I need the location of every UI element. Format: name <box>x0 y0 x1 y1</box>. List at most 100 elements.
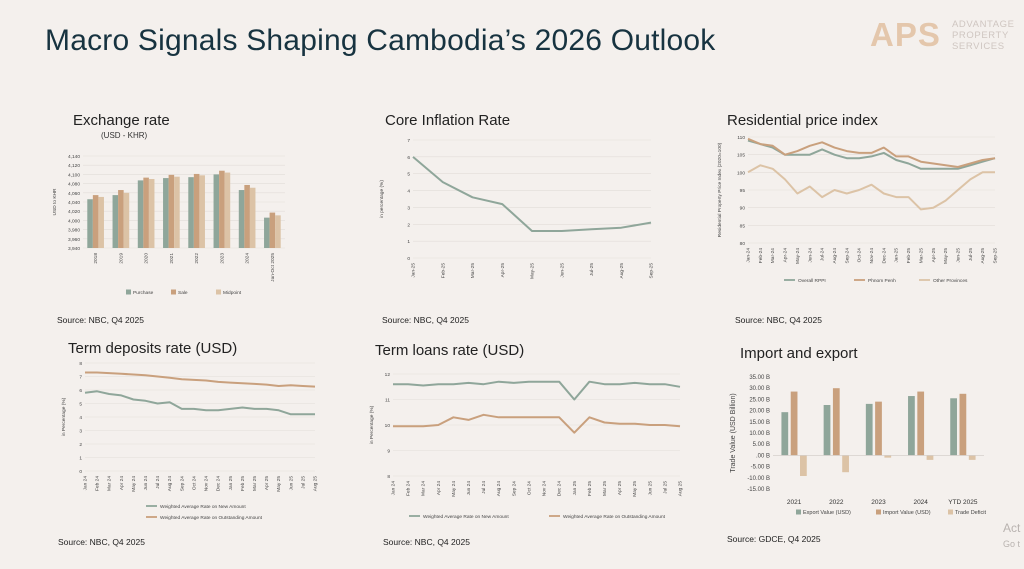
x-tick-label: Oct 24 <box>526 481 532 495</box>
y-tick-label: 25.00 B <box>749 397 770 403</box>
legend-swatch <box>948 509 953 515</box>
rppi-chart: 80 85 90 95 100 105 110 Residential Property Pr… <box>717 135 999 284</box>
x-tick-label: Nov 24 <box>204 476 210 492</box>
y-tick-label: 7 <box>407 138 410 144</box>
x-tick-label: Jan-Oct 2025 <box>270 253 276 282</box>
y-axis-label: USD to KHR <box>52 188 58 215</box>
y-tick-label: 80 <box>740 241 746 247</box>
bar <box>219 170 225 248</box>
legend-label: Weighted Average Rate on Outstanding Amo… <box>563 514 666 520</box>
y-tick-label: 4,020 <box>68 209 80 215</box>
y-tick-label: 110 <box>737 135 745 141</box>
x-tick-label: Jan 24 <box>391 481 397 496</box>
bar <box>199 175 205 248</box>
y-tick-label: 12 <box>385 372 391 378</box>
logo-line-3: SERVICES <box>952 41 1005 52</box>
x-tick-label: Aug-24 <box>832 248 838 264</box>
legend-label: Purchase <box>133 290 154 296</box>
bar <box>832 388 840 456</box>
bar <box>968 455 976 460</box>
x-tick-label: Jan 25 <box>572 481 578 496</box>
y-tick-label: -15.00 B <box>747 487 770 493</box>
y-tick-label: 4,000 <box>68 218 80 224</box>
legend-label: Weighted Average Rate on New Amount <box>423 514 509 520</box>
x-tick-label: 2024 <box>245 253 251 264</box>
bar <box>842 455 849 473</box>
x-tick-label: Feb 25 <box>240 476 246 491</box>
x-tick-label: Nov-24 <box>869 248 875 264</box>
y-tick-label: 4 <box>407 189 410 195</box>
logo-mark: APS <box>870 16 941 53</box>
x-tick-label: Aug 24 <box>167 476 173 492</box>
x-tick-label: Mar 25 <box>602 481 608 496</box>
x-tick-label: Mar 24 <box>107 476 113 491</box>
x-tick-label: 2022 <box>194 253 200 264</box>
x-tick-label: 2023 <box>871 499 886 506</box>
x-tick-label: 2021 <box>787 499 802 506</box>
x-tick-label: Sep 24 <box>179 476 185 492</box>
y-tick-label: 4,060 <box>68 191 80 197</box>
x-tick-label: Jul 24 <box>155 476 161 489</box>
y-tick-label: 1 <box>79 456 82 462</box>
x-tick-label: May 25 <box>276 476 282 492</box>
y-tick-label: .00 B <box>756 453 770 459</box>
y-tick-label: 30.00 B <box>749 386 770 392</box>
bar <box>118 190 124 248</box>
x-tick-label: Aug-25 <box>619 263 625 279</box>
bar <box>249 187 256 248</box>
series-line <box>747 139 996 170</box>
x-tick-label: Mar-24 <box>770 248 776 264</box>
y-tick-label: 10 <box>385 423 391 429</box>
bar <box>112 195 119 248</box>
x-tick-label: Oct 24 <box>191 476 197 490</box>
y-tick-label: 10.00 B <box>749 431 770 437</box>
y-tick-label: 8 <box>79 361 82 367</box>
legend-swatch <box>796 509 801 515</box>
bar <box>926 455 934 460</box>
legend-label: Export Value (USD) <box>803 510 851 516</box>
bar <box>908 396 915 456</box>
x-tick-label: Jun-25 <box>559 263 565 278</box>
bar <box>781 412 789 456</box>
loans-chart: 8 9 10 11 12 in Percentage (%) Jan 24 Feb 24 Mar… <box>369 372 684 520</box>
y-tick-label: -10.00 B <box>747 476 770 482</box>
y-tick-label: 85 <box>740 223 746 229</box>
y-tick-label: 4,100 <box>68 172 80 178</box>
legend-label: Import Value (USD) <box>883 510 931 516</box>
legend-label: Midpoint <box>223 290 242 296</box>
y-tick-label: 4,040 <box>68 200 80 206</box>
x-tick-label: Dec 24 <box>216 476 222 492</box>
y-tick-label: 0 <box>407 256 410 262</box>
x-tick-label: YTD 2025 <box>948 499 978 506</box>
x-tick-label: Aug 25 <box>313 476 319 492</box>
bar <box>238 190 245 248</box>
x-tick-label: Jun-24 <box>807 248 813 263</box>
x-tick-label: 2024 <box>913 499 928 506</box>
x-tick-label: Sep-24 <box>844 248 850 264</box>
x-tick-label: Mar-25 <box>918 248 924 264</box>
bar <box>264 217 270 248</box>
x-tick-label: May 24 <box>451 481 457 497</box>
x-tick-label: 2023 <box>219 253 225 264</box>
legend-label: Overall RPPI <box>798 278 826 284</box>
y-tick-label: -5.00 B <box>751 465 770 471</box>
bar <box>143 177 149 248</box>
x-tick-label: Aug-25 <box>980 248 986 264</box>
legend-label: Weighted Average Rate on New Amount <box>160 504 246 510</box>
series-line <box>85 371 316 388</box>
bar <box>950 398 957 456</box>
bar <box>244 184 250 248</box>
x-tick-label: Jul 25 <box>300 476 306 489</box>
x-tick-label: Mar 25 <box>252 476 258 491</box>
bar <box>92 195 99 248</box>
y-tick-label: 3 <box>407 205 410 211</box>
bar <box>884 455 892 458</box>
x-tick-label: Mar 24 <box>421 481 427 496</box>
deposits-source: Source: NBC, Q4 2025 <box>58 537 145 547</box>
y-tick-label: 3,940 <box>68 246 80 252</box>
logo-text: ADVANTAGE PROPERTY SERVICES <box>952 19 1015 52</box>
y-tick-label: 105 <box>737 153 745 159</box>
x-tick-label: Jul 25 <box>662 481 668 494</box>
x-tick-label: 2019 <box>118 253 124 264</box>
x-tick-label: May-25 <box>530 263 536 279</box>
